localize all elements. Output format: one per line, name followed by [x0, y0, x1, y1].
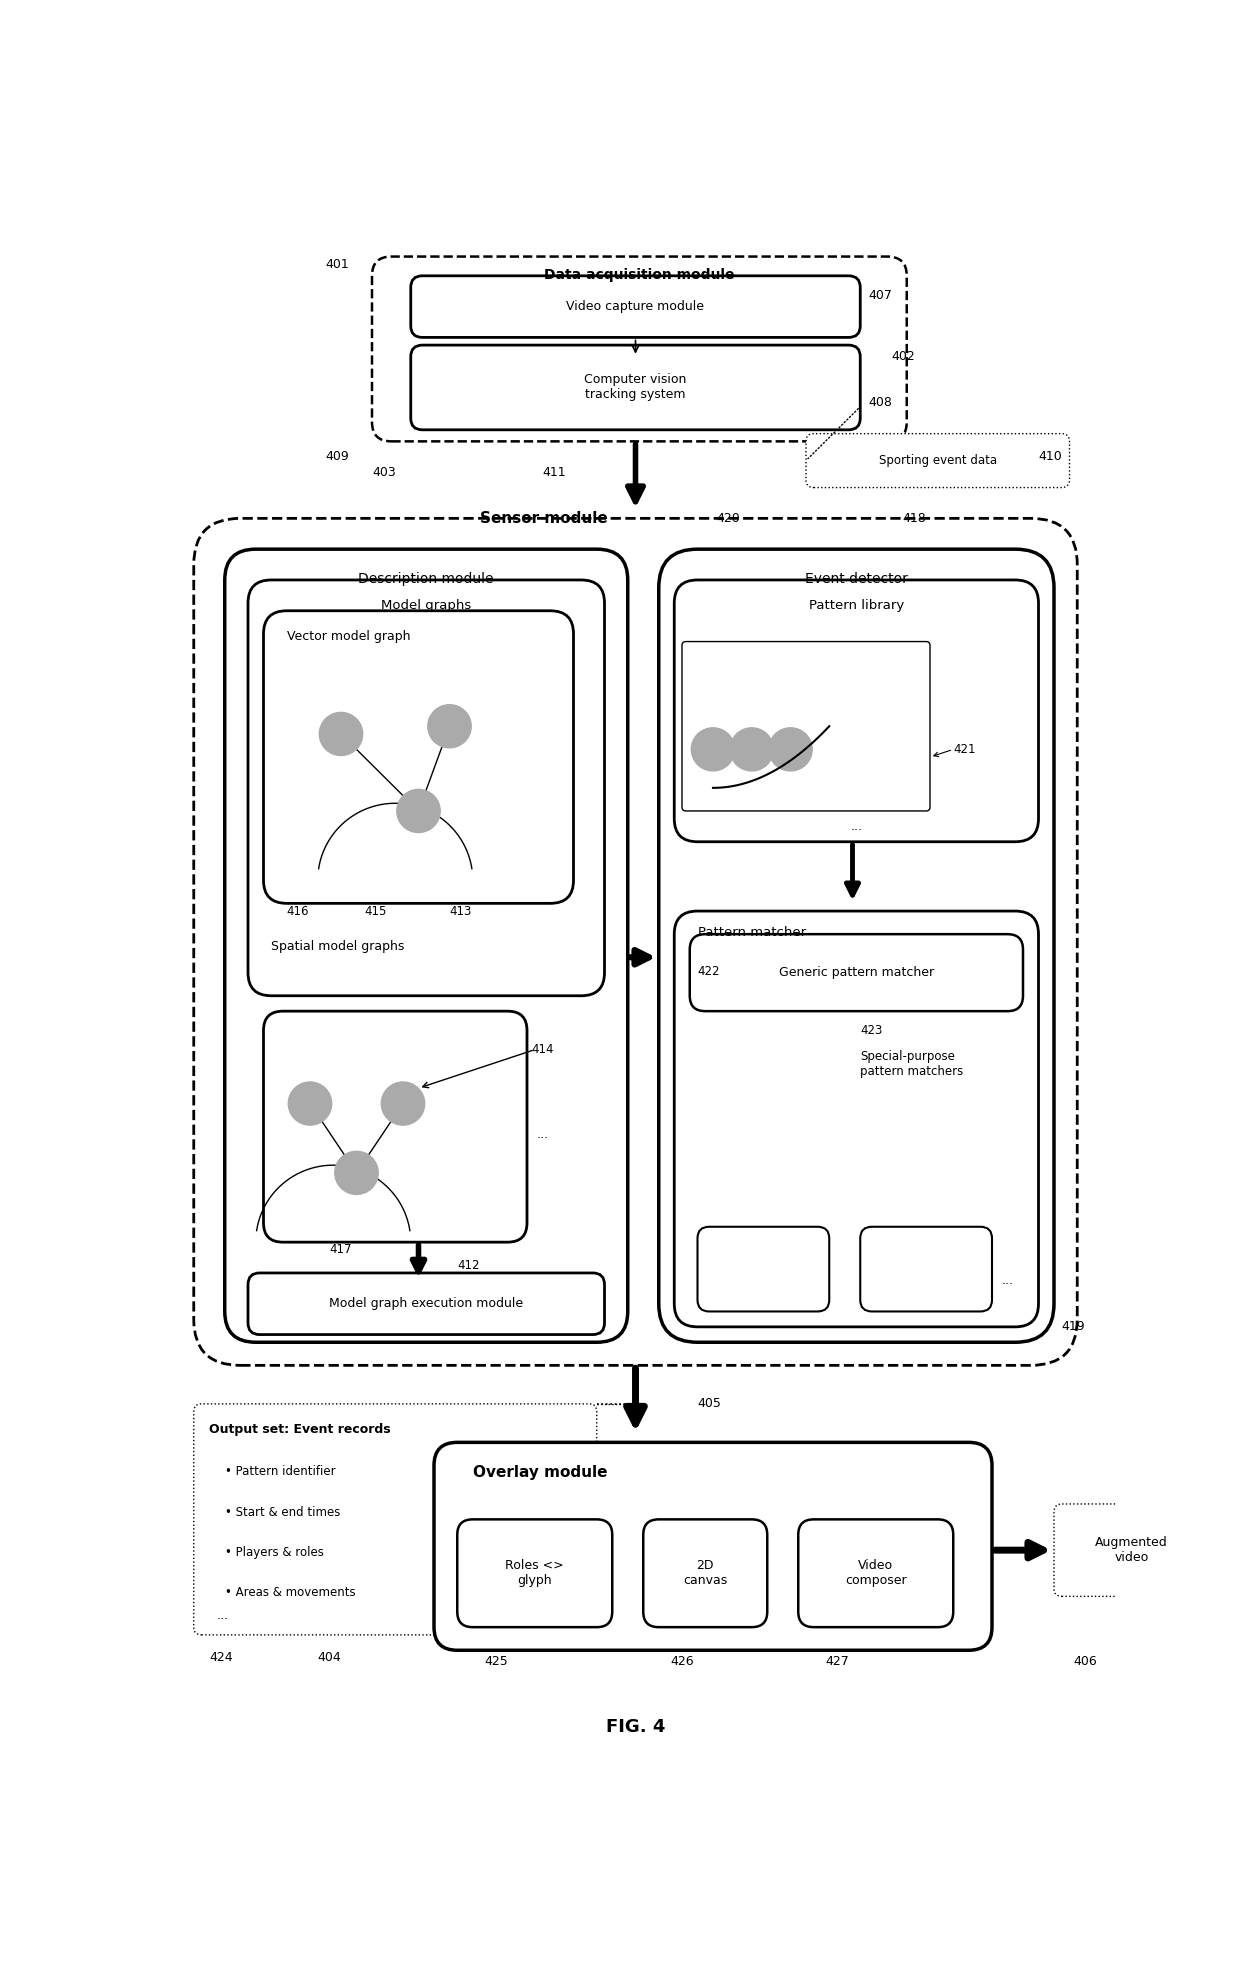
Text: 413: 413	[449, 905, 472, 917]
Text: 423: 423	[861, 1024, 883, 1038]
FancyBboxPatch shape	[520, 1458, 582, 1504]
Text: Description module: Description module	[358, 571, 494, 585]
Text: Event detector: Event detector	[805, 571, 908, 585]
FancyBboxPatch shape	[410, 345, 861, 431]
Text: 2D
canvas: 2D canvas	[683, 1559, 728, 1587]
Circle shape	[397, 790, 440, 833]
FancyBboxPatch shape	[644, 1520, 768, 1627]
FancyBboxPatch shape	[410, 276, 861, 337]
Text: • Pattern identifier: • Pattern identifier	[224, 1466, 335, 1478]
Text: FIG. 4: FIG. 4	[606, 1718, 665, 1736]
Text: Augmented
video: Augmented video	[1095, 1536, 1168, 1563]
Text: 403: 403	[372, 466, 396, 478]
Text: 416: 416	[286, 905, 309, 917]
Circle shape	[335, 1151, 378, 1194]
Text: Overlay module: Overlay module	[472, 1466, 608, 1480]
Text: Roles <>
glyph: Roles <> glyph	[506, 1559, 564, 1587]
Text: 420: 420	[717, 512, 740, 526]
Text: 406: 406	[1073, 1655, 1097, 1669]
FancyBboxPatch shape	[675, 911, 1039, 1327]
Text: ...: ...	[217, 1609, 229, 1623]
Text: 407: 407	[868, 288, 892, 302]
FancyBboxPatch shape	[224, 550, 627, 1343]
Text: Video
composer: Video composer	[844, 1559, 906, 1587]
FancyBboxPatch shape	[675, 579, 1039, 841]
FancyBboxPatch shape	[434, 1442, 992, 1651]
FancyBboxPatch shape	[806, 434, 1069, 488]
Text: 425: 425	[484, 1655, 508, 1669]
FancyBboxPatch shape	[248, 579, 605, 996]
Text: 417: 417	[330, 1244, 352, 1256]
Text: 405: 405	[697, 1397, 722, 1411]
Text: 402: 402	[892, 349, 915, 363]
Text: Special-purpose
pattern matchers: Special-purpose pattern matchers	[861, 1050, 963, 1077]
Text: • Players & roles: • Players & roles	[224, 1546, 324, 1559]
Text: 427: 427	[825, 1655, 849, 1669]
FancyBboxPatch shape	[372, 256, 906, 440]
Text: 421: 421	[954, 742, 976, 756]
Text: • Areas & movements: • Areas & movements	[224, 1585, 356, 1599]
FancyBboxPatch shape	[520, 1520, 582, 1565]
FancyBboxPatch shape	[248, 1274, 605, 1335]
FancyBboxPatch shape	[193, 518, 1078, 1365]
Text: 411: 411	[543, 466, 567, 478]
FancyBboxPatch shape	[263, 1012, 527, 1242]
Text: Pattern matcher: Pattern matcher	[697, 927, 806, 940]
Text: 408: 408	[868, 397, 892, 409]
Text: Sensor module: Sensor module	[481, 510, 609, 526]
Text: 409: 409	[325, 450, 350, 462]
FancyBboxPatch shape	[1054, 1504, 1209, 1597]
Text: Computer vision
tracking system: Computer vision tracking system	[584, 373, 687, 401]
FancyBboxPatch shape	[458, 1520, 613, 1627]
Text: 401: 401	[325, 258, 350, 270]
Text: 426: 426	[670, 1655, 694, 1669]
Text: 422: 422	[697, 964, 720, 978]
Text: Model graph execution module: Model graph execution module	[329, 1298, 523, 1309]
Text: Model graphs: Model graphs	[381, 599, 471, 613]
FancyBboxPatch shape	[682, 641, 930, 811]
Text: Output set: Event records: Output set: Event records	[210, 1423, 391, 1436]
Text: 412: 412	[458, 1258, 480, 1272]
Text: Vector model graph: Vector model graph	[286, 631, 410, 643]
Text: ...: ...	[1002, 1274, 1013, 1288]
Text: 424: 424	[210, 1651, 233, 1665]
Text: Video capture module: Video capture module	[567, 300, 704, 313]
Text: Generic pattern matcher: Generic pattern matcher	[779, 966, 934, 980]
Circle shape	[692, 728, 734, 772]
Text: Sporting event data: Sporting event data	[879, 454, 997, 466]
Text: 404: 404	[317, 1651, 341, 1665]
Circle shape	[730, 728, 774, 772]
Circle shape	[769, 728, 812, 772]
Text: 418: 418	[903, 512, 926, 526]
Text: • Start & end times: • Start & end times	[224, 1506, 340, 1518]
Circle shape	[382, 1081, 424, 1125]
FancyBboxPatch shape	[658, 550, 1054, 1343]
Circle shape	[320, 712, 362, 756]
Text: 414: 414	[531, 1044, 554, 1055]
Text: 419: 419	[1061, 1321, 1085, 1333]
Circle shape	[428, 704, 471, 748]
FancyBboxPatch shape	[697, 1226, 830, 1311]
Text: Data acquisition module: Data acquisition module	[544, 268, 734, 282]
FancyBboxPatch shape	[263, 611, 573, 903]
Text: ...: ...	[537, 1127, 548, 1141]
FancyBboxPatch shape	[799, 1520, 954, 1627]
Text: 410: 410	[1038, 450, 1061, 462]
Text: 415: 415	[365, 905, 387, 917]
Text: ...: ...	[851, 819, 862, 833]
Text: Pattern library: Pattern library	[808, 599, 904, 613]
FancyBboxPatch shape	[193, 1405, 596, 1635]
FancyBboxPatch shape	[861, 1226, 992, 1311]
Circle shape	[288, 1081, 332, 1125]
Text: Spatial model graphs: Spatial model graphs	[272, 940, 404, 954]
FancyBboxPatch shape	[689, 934, 1023, 1012]
